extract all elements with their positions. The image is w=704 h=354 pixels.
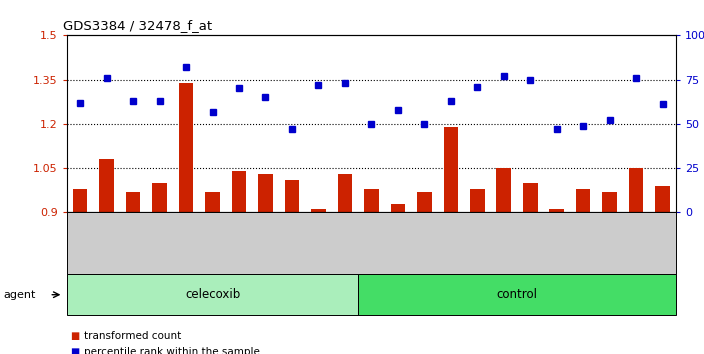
Text: GDS3384 / 32478_f_at: GDS3384 / 32478_f_at bbox=[63, 19, 213, 33]
Text: percentile rank within the sample: percentile rank within the sample bbox=[84, 347, 260, 354]
Bar bbox=[629, 168, 643, 212]
Bar bbox=[338, 174, 352, 212]
Bar bbox=[364, 189, 379, 212]
Bar bbox=[417, 192, 432, 212]
Bar bbox=[73, 189, 87, 212]
Text: ■: ■ bbox=[70, 331, 80, 341]
Text: agent: agent bbox=[4, 290, 36, 300]
Bar bbox=[179, 82, 194, 212]
Bar bbox=[284, 180, 299, 212]
Bar bbox=[152, 183, 167, 212]
Bar bbox=[311, 210, 326, 212]
Bar bbox=[99, 159, 114, 212]
Bar bbox=[232, 171, 246, 212]
Text: transformed count: transformed count bbox=[84, 331, 182, 341]
Bar bbox=[576, 189, 591, 212]
Bar bbox=[258, 174, 272, 212]
Bar bbox=[496, 168, 511, 212]
Bar bbox=[523, 183, 537, 212]
Bar bbox=[126, 192, 140, 212]
Bar bbox=[549, 210, 564, 212]
Bar bbox=[206, 192, 220, 212]
Bar bbox=[655, 186, 670, 212]
Bar bbox=[391, 204, 405, 212]
Bar bbox=[470, 189, 484, 212]
Text: celecoxib: celecoxib bbox=[185, 288, 240, 301]
Text: control: control bbox=[496, 288, 537, 301]
Text: ■: ■ bbox=[70, 347, 80, 354]
Bar bbox=[603, 192, 617, 212]
Bar bbox=[444, 127, 458, 212]
